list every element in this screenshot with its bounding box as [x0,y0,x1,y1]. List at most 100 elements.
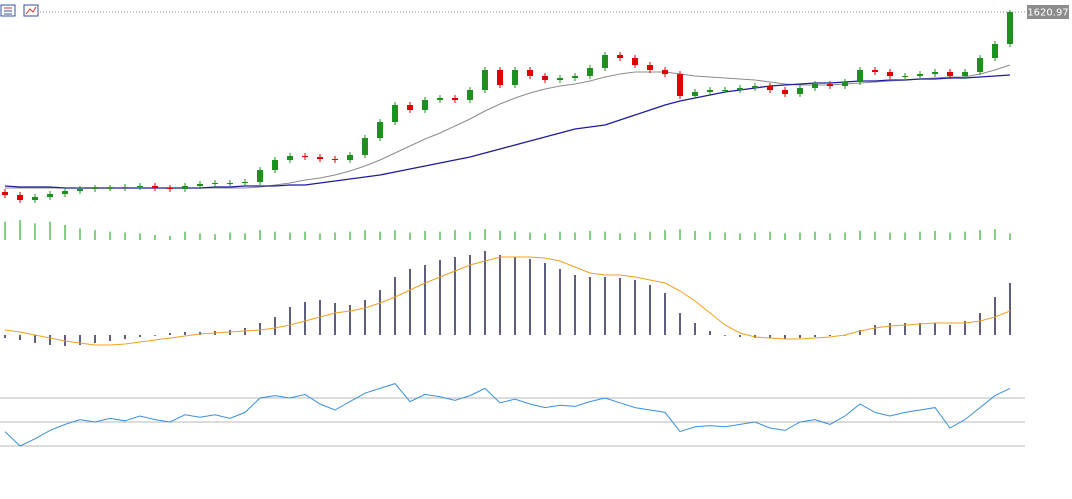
candle-body [827,84,833,86]
macd-bar [4,335,6,338]
candle-body [962,72,968,76]
macd-bar [409,269,411,335]
macd-bar [724,335,726,336]
volume-bar [799,232,801,240]
candle-body [332,159,338,160]
macd-bar [49,335,51,345]
macd-bar [544,263,546,335]
candle-body [542,76,548,80]
volume-bar [844,232,846,240]
candle-body [707,90,713,92]
volume-bar [439,231,441,240]
candle-body [2,192,8,195]
candle-body [302,156,308,157]
candle-body [122,187,128,188]
candle-body [92,188,98,189]
volume-bar [574,232,576,240]
volume-bar [154,235,156,240]
price-label-box [1027,5,1069,19]
macd-bar [814,335,816,337]
macd-bar [934,323,936,335]
volume-bar [634,232,636,240]
volume-bar [484,229,486,240]
volume-bar [514,231,516,240]
candle-body [1007,12,1013,45]
candle-body [842,82,848,86]
volume-bar [619,233,621,240]
volume-bar [649,231,651,240]
volume-bar [124,232,126,240]
macd-bar [559,269,561,335]
candle-body [152,186,158,188]
candle-body [227,183,233,184]
candle-body [887,72,893,76]
macd-bar [784,335,786,339]
volume-bar [34,223,36,240]
volume-bar [64,225,66,240]
volume-bar [589,230,591,240]
signal-line [4,256,1011,346]
candle-body [737,88,743,90]
candle-body [512,70,518,85]
candle-body [377,122,383,138]
candle-body [287,156,293,160]
candle-body [632,58,638,65]
candle-body [212,183,218,184]
candle-body [257,170,263,182]
macd-bar [394,277,396,335]
macd-bar [454,257,456,335]
macd-bar [709,331,711,335]
volume-bar [904,232,906,240]
macd-bar [994,297,996,335]
macd-bar [499,255,501,335]
volume-bar [199,233,201,240]
macd-bar [589,277,591,335]
macd-bar [799,335,801,338]
macd-bar [484,251,486,335]
volume-bar [559,231,561,240]
volume-bar [724,232,726,240]
candle-body [752,86,758,88]
volume-bar [409,232,411,240]
volume-bar [289,232,291,240]
macd-bar [829,335,831,336]
macd-bar [184,332,186,335]
volume-bar [394,230,396,240]
macd-bar [619,278,621,335]
volume-bar [919,231,921,240]
macd-bar [109,335,111,341]
candle-body [797,88,803,94]
candle-body [767,86,773,90]
macd-bar [664,293,666,335]
last-price-label: 1620.97 [1027,8,1068,19]
volume-bar [694,230,696,240]
macd-bar [919,323,921,335]
volume-bar [304,231,306,240]
macd-bar [769,335,771,338]
volume-bar [709,231,711,240]
macd-bar [469,255,471,335]
candle-body [692,92,698,96]
volume-bar [949,232,951,240]
macd-bar [19,335,21,340]
candle-body [947,72,953,76]
macd-bar [289,307,291,335]
candle-body [167,188,173,189]
macd-bar [679,313,681,335]
macd-bar [964,321,966,335]
candle-body [197,184,203,186]
macd-bar [979,313,981,335]
volume-bar [424,230,426,240]
candle-body [17,195,23,200]
macd-bar [259,323,261,335]
volume-bar [139,233,141,240]
candle-body [872,70,878,72]
macd-bar [424,265,426,335]
volume-bar [874,231,876,240]
macd-bar [334,303,336,335]
toolbar-icons [0,4,39,17]
candle-body [437,98,443,100]
volume-bar [664,230,666,240]
